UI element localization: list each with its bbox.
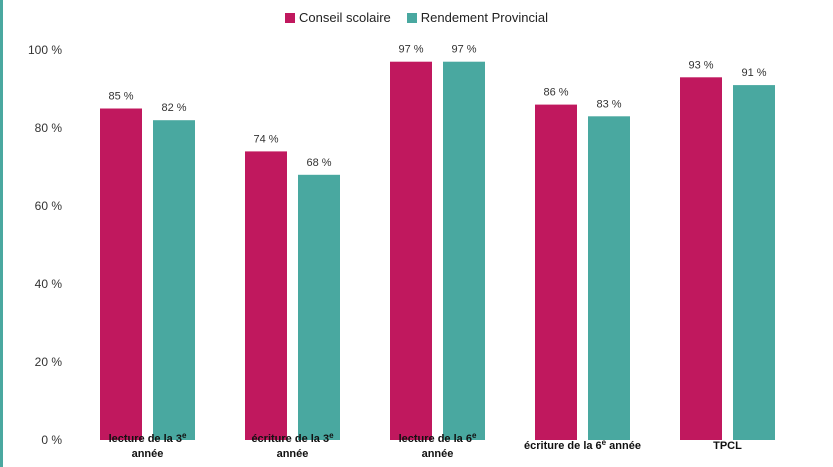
data-label: 82 % <box>161 102 186 114</box>
bar-rendement-provincial <box>153 120 195 440</box>
bar-conseil-scolaire <box>390 61 432 440</box>
y-tick-label: 20 % <box>35 355 63 369</box>
category-label: lecture de la 6e année <box>399 431 477 461</box>
data-label: 68 % <box>306 157 331 169</box>
y-tick-label: 80 % <box>35 121 63 135</box>
bar-rendement-provincial <box>298 174 340 441</box>
legend-item-rendement-provincial: Rendement Provincial <box>406 10 548 25</box>
data-label: 97 % <box>451 44 476 56</box>
bar-conseil-scolaire <box>680 77 722 441</box>
legend: Conseil scolaire Rendement Provincial <box>0 10 833 25</box>
bar-rendement-provincial <box>733 85 775 440</box>
data-label: 74 % <box>253 133 278 145</box>
data-label: 93 % <box>688 59 713 71</box>
bar-conseil-scolaire <box>535 104 577 440</box>
data-label: 97 % <box>398 44 423 56</box>
legend-swatch-rendement-provincial <box>406 12 417 23</box>
data-label: 91 % <box>741 67 766 79</box>
legend-swatch-conseil-scolaire <box>285 12 296 23</box>
y-tick-label: 60 % <box>35 199 63 213</box>
bar-rendement-provincial <box>443 61 485 440</box>
data-label: 85 % <box>108 91 133 103</box>
data-label: 83 % <box>596 98 621 110</box>
y-tick-label: 40 % <box>35 277 63 291</box>
left-accent-border <box>0 0 3 467</box>
legend-label-conseil-scolaire: Conseil scolaire <box>299 10 391 25</box>
bar-conseil-scolaire <box>245 151 287 440</box>
legend-item-conseil-scolaire: Conseil scolaire <box>285 10 391 25</box>
category-label: TPCL <box>713 440 742 452</box>
y-tick-label: 100 % <box>28 43 62 57</box>
bar-conseil-scolaire <box>100 108 142 440</box>
legend-label-rendement-provincial: Rendement Provincial <box>420 10 548 25</box>
category-label: écriture de la 3e année <box>251 431 334 461</box>
bar-rendement-provincial <box>588 116 630 441</box>
data-label: 86 % <box>543 87 568 99</box>
y-tick-label: 0 % <box>41 433 62 447</box>
category-label: écriture de la 6e année <box>524 438 641 453</box>
category-label: lecture de la 3e année <box>109 431 187 461</box>
